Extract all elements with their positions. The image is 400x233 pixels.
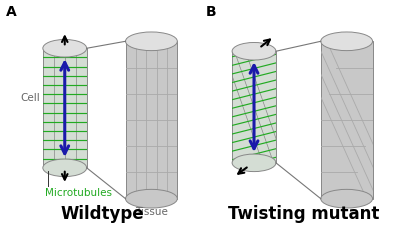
- Ellipse shape: [321, 189, 372, 208]
- Ellipse shape: [43, 40, 87, 57]
- Text: Twisting mutant: Twisting mutant: [228, 205, 380, 223]
- Text: Microtubules: Microtubules: [45, 188, 112, 198]
- Polygon shape: [43, 48, 87, 168]
- Text: Wildtype: Wildtype: [61, 205, 144, 223]
- Text: Tissue: Tissue: [135, 207, 168, 217]
- Polygon shape: [126, 41, 177, 199]
- Ellipse shape: [232, 154, 276, 171]
- Text: B: B: [206, 5, 217, 19]
- Text: A: A: [6, 5, 17, 19]
- Text: Cell: Cell: [20, 93, 40, 103]
- Polygon shape: [232, 51, 276, 163]
- Ellipse shape: [126, 32, 177, 51]
- Ellipse shape: [321, 32, 372, 51]
- Ellipse shape: [43, 159, 87, 177]
- Ellipse shape: [126, 189, 177, 208]
- Polygon shape: [321, 41, 372, 199]
- Ellipse shape: [232, 42, 276, 60]
